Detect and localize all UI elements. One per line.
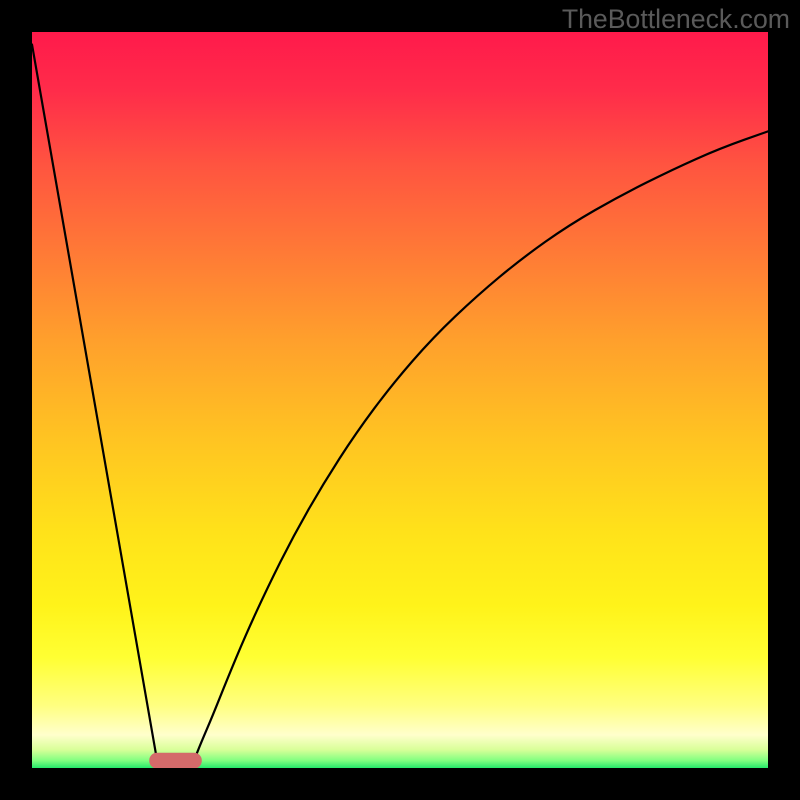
min-marker	[150, 753, 202, 768]
watermark-text: TheBottleneck.com	[562, 4, 790, 35]
plot-background	[32, 32, 768, 768]
chart-svg	[0, 0, 800, 800]
chart-canvas: TheBottleneck.com	[0, 0, 800, 800]
